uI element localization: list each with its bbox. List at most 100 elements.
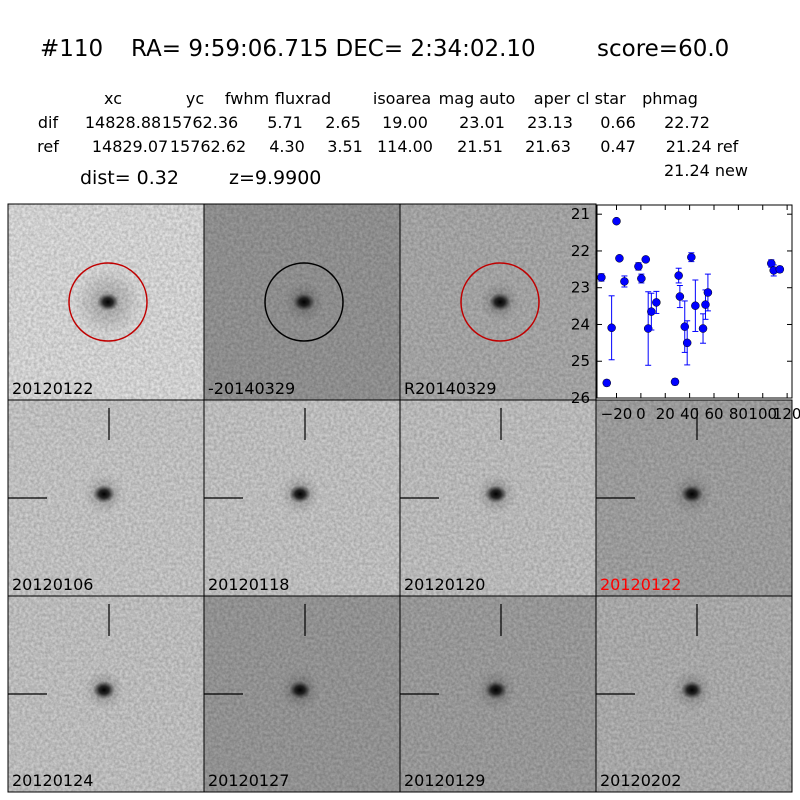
row-label: ref bbox=[37, 137, 59, 156]
x-tick-label: 80 bbox=[729, 405, 748, 423]
column-header: phmag bbox=[642, 89, 698, 108]
panel-label: 20120202 bbox=[600, 771, 681, 790]
plot-frame bbox=[596, 204, 793, 399]
data-point bbox=[698, 324, 708, 333]
panel-label: 20120122 bbox=[12, 379, 93, 398]
source bbox=[289, 681, 311, 699]
table-cell: 114.00 bbox=[377, 137, 433, 156]
table-cell: 22.72 bbox=[664, 113, 710, 132]
source bbox=[93, 485, 115, 503]
aperture-circle bbox=[460, 262, 540, 342]
panel-label: -20140329 bbox=[208, 379, 295, 398]
image-panel: 20120129 bbox=[399, 595, 597, 793]
x-tick-label: 40 bbox=[680, 405, 699, 423]
panel-label: 20120129 bbox=[404, 771, 485, 790]
data-point bbox=[643, 324, 653, 333]
y-tick-label: 26 bbox=[571, 389, 590, 407]
row-label: dif bbox=[38, 113, 59, 132]
column-header: cl star bbox=[576, 89, 626, 108]
source bbox=[97, 293, 119, 311]
y-tick-label: 23 bbox=[571, 279, 590, 297]
y-tick-label: 25 bbox=[571, 352, 590, 370]
source bbox=[293, 293, 315, 311]
data-point bbox=[691, 301, 700, 310]
y-tick-label: 22 bbox=[571, 242, 590, 260]
table-cell: 15762.62 bbox=[170, 137, 246, 156]
panel-label: 20120106 bbox=[12, 575, 93, 594]
image-panel: 20120122 bbox=[595, 399, 793, 597]
plot-background bbox=[597, 205, 792, 398]
source bbox=[289, 485, 311, 503]
data-point bbox=[607, 323, 616, 333]
table-cell: 14828.88 bbox=[85, 113, 161, 132]
data-point bbox=[615, 254, 624, 263]
image-panel: 20120122 bbox=[7, 203, 205, 401]
table-cell: 23.01 bbox=[459, 113, 505, 132]
table-cell: 19.00 bbox=[382, 113, 428, 132]
data-point bbox=[634, 262, 643, 271]
image-panel: 20120127 bbox=[203, 595, 401, 793]
data-point bbox=[682, 338, 692, 348]
aperture-circle bbox=[68, 262, 148, 342]
table-cell: 2.65 bbox=[325, 113, 361, 132]
table-cell: 23.13 bbox=[527, 113, 573, 132]
panel-label: R20140329 bbox=[404, 379, 497, 398]
data-point bbox=[620, 277, 629, 286]
y-tick-label: 24 bbox=[571, 315, 590, 333]
x-tick-label: 120 bbox=[773, 405, 800, 423]
x-tick-label: 20 bbox=[656, 405, 675, 423]
table-cell: 5.71 bbox=[267, 113, 303, 132]
dist: dist= 0.32 bbox=[80, 167, 179, 189]
table-cell: 21.51 bbox=[457, 137, 503, 156]
coordinates: RA= 9:59:06.715 DEC= 2:34:02.10 bbox=[131, 36, 536, 62]
column-header: mag auto bbox=[439, 89, 516, 108]
table-cell: 21.24 ref bbox=[666, 137, 739, 156]
data-point bbox=[637, 274, 646, 283]
data-point bbox=[675, 292, 685, 301]
source bbox=[681, 681, 703, 699]
data-point bbox=[602, 378, 611, 388]
table-cell: 3.51 bbox=[327, 137, 363, 156]
source bbox=[93, 681, 115, 699]
table-cell: 0.66 bbox=[600, 113, 636, 132]
candidate-id: #110 bbox=[40, 36, 103, 62]
image-panel: 20120106 bbox=[7, 399, 205, 597]
column-header: isoarea bbox=[373, 89, 431, 108]
data-point bbox=[652, 298, 661, 307]
x-tick-label: 100 bbox=[748, 405, 777, 423]
data-point bbox=[612, 216, 621, 226]
image-panel: R20140329 bbox=[399, 203, 597, 401]
data-point bbox=[670, 377, 680, 387]
data-point bbox=[597, 273, 606, 282]
panel-label: 20120124 bbox=[12, 771, 93, 790]
column-header: aper bbox=[534, 89, 571, 108]
source bbox=[681, 485, 703, 503]
table-cell: 14829.07 bbox=[92, 137, 168, 156]
image-panel: 20120118 bbox=[203, 399, 401, 597]
image-panel: 20120124 bbox=[7, 595, 205, 793]
score: score=60.0 bbox=[597, 36, 729, 62]
column-header: xc bbox=[104, 89, 122, 108]
y-tick-label: 21 bbox=[571, 205, 590, 223]
x-tick-label: −20 bbox=[601, 405, 633, 423]
image-panel: -20140329 bbox=[203, 203, 401, 401]
aperture-circle bbox=[264, 262, 344, 342]
image-panel: 20120120 bbox=[399, 399, 597, 597]
table-cell: 15762.36 bbox=[162, 113, 238, 132]
data-point bbox=[647, 307, 656, 316]
source bbox=[489, 293, 511, 311]
x-tick-label: 0 bbox=[636, 405, 646, 423]
phmag-new: 21.24 new bbox=[664, 161, 748, 180]
panel-label: 20120118 bbox=[208, 575, 289, 594]
panel-label: 20120120 bbox=[404, 575, 485, 594]
data-point bbox=[674, 271, 683, 280]
column-header: yc bbox=[186, 89, 204, 108]
x-tick-label: 60 bbox=[704, 405, 723, 423]
redshift: z=9.9900 bbox=[229, 167, 321, 189]
table-cell: 0.47 bbox=[600, 137, 636, 156]
panel-label: 20120122 bbox=[600, 575, 681, 594]
data-point bbox=[703, 288, 713, 297]
table-cell: 4.30 bbox=[269, 137, 305, 156]
source bbox=[485, 681, 507, 699]
